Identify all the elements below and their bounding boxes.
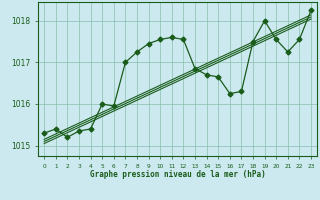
X-axis label: Graphe pression niveau de la mer (hPa): Graphe pression niveau de la mer (hPa) <box>90 170 266 179</box>
